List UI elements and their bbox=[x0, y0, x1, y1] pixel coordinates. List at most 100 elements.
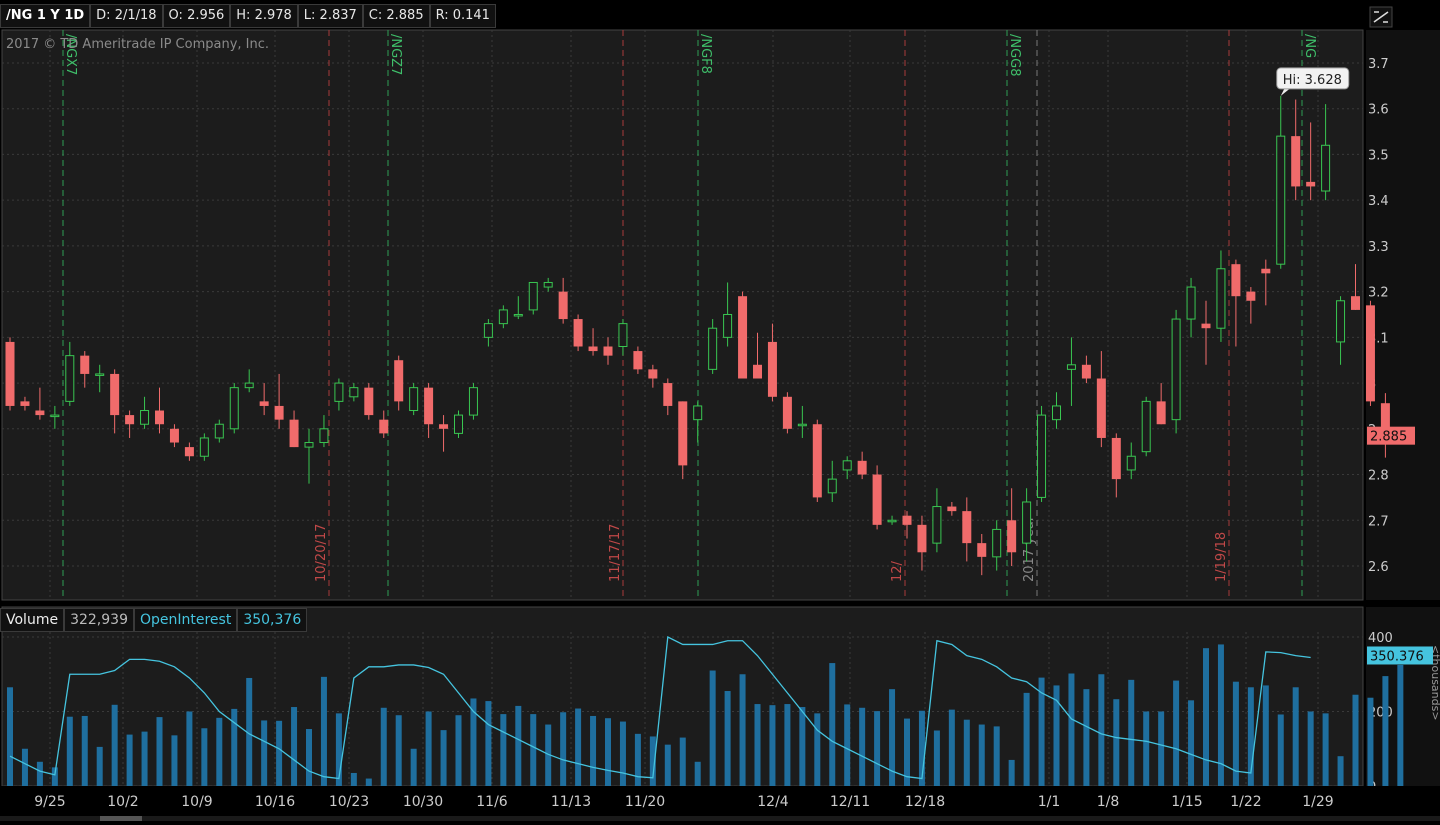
volume-bar bbox=[1277, 714, 1284, 786]
candle-body bbox=[483, 323, 493, 338]
candle-body bbox=[1022, 501, 1032, 544]
volume-bar bbox=[545, 724, 552, 786]
candle-body bbox=[603, 346, 613, 356]
open-interest-label[interactable]: OpenInterest bbox=[133, 608, 238, 632]
volume-bar bbox=[739, 674, 746, 786]
volume-bar bbox=[1008, 759, 1015, 786]
candle-body bbox=[1201, 323, 1211, 329]
candle-body bbox=[1306, 181, 1316, 187]
volume-bar bbox=[36, 761, 43, 786]
volume-bar bbox=[410, 748, 417, 786]
drawing-tool-icon[interactable] bbox=[1369, 6, 1393, 28]
volume-bar bbox=[276, 720, 283, 786]
volume-bar bbox=[530, 714, 537, 786]
candle-body bbox=[140, 410, 150, 425]
candle-body bbox=[573, 319, 583, 347]
candle-body bbox=[274, 405, 284, 420]
expiration-marker-label: 11/17/17 bbox=[608, 524, 623, 582]
volume-bar bbox=[380, 707, 387, 786]
volume-bar bbox=[111, 704, 118, 786]
volume-bar bbox=[1098, 674, 1105, 786]
open-label: O: 2.956 bbox=[162, 4, 231, 28]
candle-body bbox=[110, 373, 120, 416]
price-tick-label: 2.8 bbox=[1368, 469, 1389, 484]
volume-bar bbox=[66, 716, 73, 786]
candle-body bbox=[558, 291, 568, 320]
volume-bar bbox=[141, 731, 148, 786]
volume-bar bbox=[1038, 677, 1045, 786]
volume-bar bbox=[1083, 689, 1090, 786]
candle-body bbox=[842, 460, 852, 471]
volume-bar bbox=[186, 711, 193, 786]
candle-body bbox=[827, 478, 837, 494]
volume-bar bbox=[1217, 644, 1224, 786]
date-label: D: 2/1/18 bbox=[90, 4, 163, 28]
candle-body bbox=[1141, 400, 1151, 453]
volume-bar bbox=[126, 734, 133, 786]
candle-body bbox=[1291, 136, 1301, 187]
x-tick-label: 10/2 bbox=[107, 794, 138, 810]
volume-bar bbox=[1307, 711, 1314, 786]
x-tick-label: 11/13 bbox=[551, 794, 591, 810]
price-tick-label: 3.6 bbox=[1368, 103, 1389, 118]
last-price-badge bbox=[1367, 426, 1415, 445]
x-axis-bg bbox=[0, 786, 1440, 821]
candle-body bbox=[962, 511, 972, 544]
candle-body bbox=[229, 387, 239, 430]
volume-bar bbox=[963, 719, 970, 786]
volume-label[interactable]: Volume bbox=[0, 608, 65, 632]
candle-body bbox=[20, 401, 30, 406]
scrollbar-thumb[interactable] bbox=[100, 816, 142, 821]
volume-bar bbox=[724, 691, 731, 786]
candle-body bbox=[543, 281, 553, 288]
candle-body bbox=[663, 383, 673, 406]
open-interest-line bbox=[9, 636, 1311, 780]
price-tick-label: 3.5 bbox=[1368, 148, 1389, 163]
candle-body bbox=[1171, 318, 1181, 421]
volume-bar bbox=[171, 735, 178, 786]
candle-body bbox=[1066, 364, 1076, 370]
expiration-marker-label: 12/ bbox=[890, 560, 905, 582]
open-interest-last-label: 350.376 bbox=[1370, 649, 1424, 664]
volume-bar bbox=[246, 677, 253, 786]
volume-bar bbox=[1397, 664, 1404, 786]
candle-body bbox=[498, 309, 508, 325]
x-tick-label: 10/23 bbox=[329, 794, 369, 810]
x-tick-label: 11/6 bbox=[476, 794, 508, 810]
volume-bar bbox=[859, 707, 866, 786]
symbol-label[interactable]: /NG 1 Y 1D bbox=[0, 4, 91, 28]
candle-body bbox=[65, 355, 75, 402]
candle-body bbox=[334, 382, 344, 402]
candle-body bbox=[349, 387, 359, 398]
candle-body bbox=[857, 460, 867, 475]
high-label: H: 2.978 bbox=[230, 4, 298, 28]
candle-body bbox=[1081, 364, 1091, 379]
volume-bar bbox=[918, 710, 925, 786]
range-label: R: 0.141 bbox=[429, 4, 496, 28]
candle-body bbox=[1037, 414, 1047, 498]
candle-body bbox=[947, 506, 957, 512]
candle-body bbox=[155, 410, 164, 425]
x-tick-label: 1/22 bbox=[1230, 794, 1261, 810]
scrollbar-track bbox=[0, 816, 1440, 821]
expiration-marker-label: /NGX7 bbox=[63, 34, 78, 75]
x-tick-label: 12/11 bbox=[830, 794, 870, 810]
volume-bar bbox=[1247, 687, 1254, 786]
candle-body bbox=[80, 355, 90, 374]
candle-body bbox=[1126, 455, 1136, 471]
expiration-marker-label: /NGG8 bbox=[1007, 34, 1022, 77]
price-tick-label: 3.7 bbox=[1368, 57, 1389, 72]
candle-body bbox=[1351, 296, 1360, 310]
volume-bar bbox=[21, 748, 28, 786]
candle-body bbox=[977, 543, 987, 557]
volume-bar bbox=[978, 724, 985, 786]
volume-bar bbox=[51, 767, 58, 786]
volume-bar bbox=[605, 718, 611, 786]
candle-body bbox=[468, 387, 478, 416]
volume-bar bbox=[156, 717, 163, 786]
price-tick-label: 2.6 bbox=[1368, 560, 1389, 575]
volume-bar bbox=[1053, 685, 1060, 786]
volume-bar bbox=[769, 705, 776, 786]
candle-body bbox=[902, 515, 912, 525]
